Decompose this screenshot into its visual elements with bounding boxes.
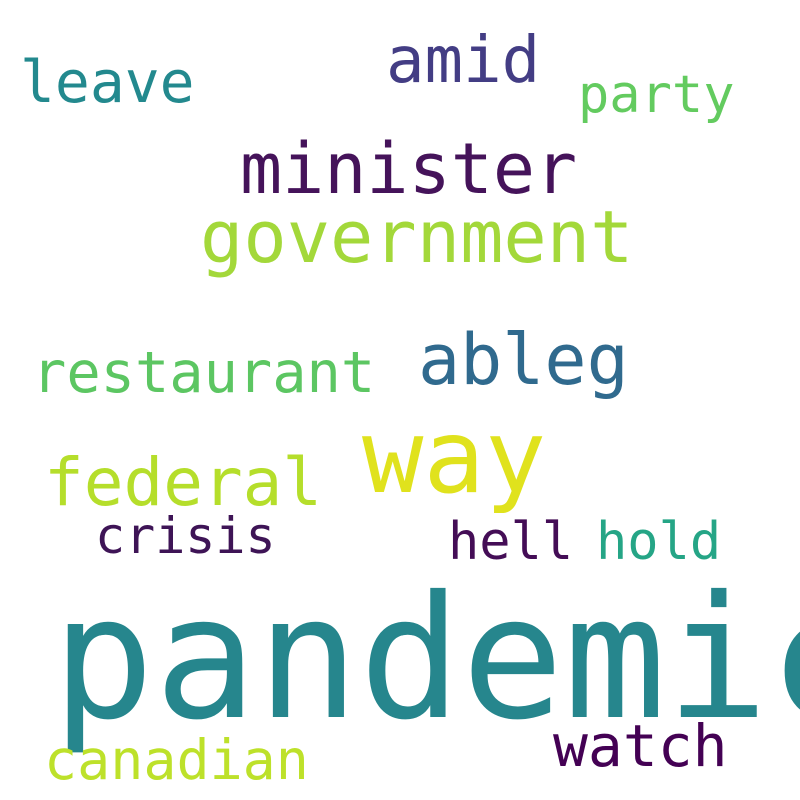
word-canadian: canadian <box>44 728 309 792</box>
word-watch: watch <box>553 712 728 780</box>
word-pandemic: pandemic <box>52 560 800 758</box>
word-hold: hold <box>596 512 722 572</box>
word-way: way <box>362 398 547 517</box>
word-hell: hell <box>448 512 574 572</box>
word-party: party <box>578 65 735 125</box>
word-leave: leave <box>20 48 195 116</box>
word-restaurant: restaurant <box>32 340 376 406</box>
word-crisis: crisis <box>95 507 276 565</box>
word-minister: minister <box>240 128 578 210</box>
word-ableg: ableg <box>418 319 629 401</box>
word-amid: amid <box>386 24 541 98</box>
word-government: government <box>200 195 634 279</box>
word-federal: federal <box>44 444 323 521</box>
